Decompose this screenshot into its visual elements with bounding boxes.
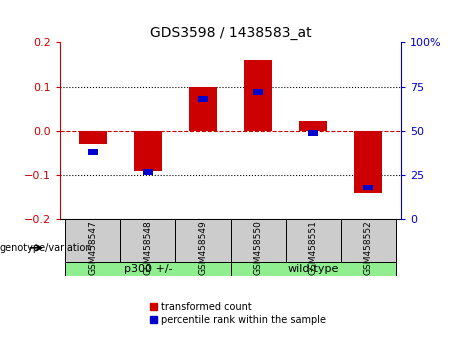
Bar	[363, 185, 373, 190]
Bar	[176, 219, 230, 262]
Bar	[285, 219, 341, 262]
Bar	[230, 262, 396, 276]
Bar	[189, 87, 217, 131]
Bar	[65, 262, 230, 276]
Text: p300 +/-: p300 +/-	[124, 264, 172, 274]
Text: GSM458547: GSM458547	[89, 221, 97, 275]
Text: wild-type: wild-type	[287, 264, 339, 274]
Bar	[198, 96, 208, 102]
Bar	[65, 219, 120, 262]
Bar	[120, 219, 176, 262]
Bar	[355, 131, 382, 193]
Text: GSM458552: GSM458552	[364, 221, 372, 275]
Bar	[244, 60, 272, 131]
Bar	[253, 89, 263, 95]
Text: GSM458551: GSM458551	[308, 221, 318, 275]
Bar	[88, 149, 98, 155]
Bar	[79, 131, 106, 144]
Bar	[230, 219, 285, 262]
Bar	[308, 130, 318, 136]
Bar	[341, 219, 396, 262]
Text: GSM458549: GSM458549	[199, 221, 207, 275]
Title: GDS3598 / 1438583_at: GDS3598 / 1438583_at	[150, 26, 311, 40]
Bar	[143, 169, 153, 175]
Text: genotype/variation: genotype/variation	[0, 243, 93, 253]
Text: GSM458550: GSM458550	[254, 221, 262, 275]
Text: GSM458548: GSM458548	[143, 221, 153, 275]
Bar	[299, 121, 327, 131]
Legend: transformed count, percentile rank within the sample: transformed count, percentile rank withi…	[150, 302, 326, 325]
Bar	[134, 131, 162, 171]
